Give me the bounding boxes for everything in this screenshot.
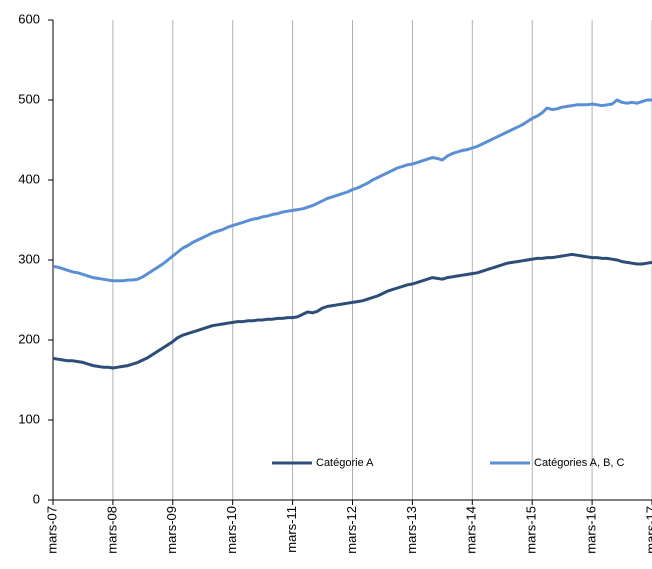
y-tick-label: 300 [18, 251, 40, 266]
x-tick-label: mars-08 [104, 506, 119, 554]
legend-label: Catégories A, B, C [534, 457, 625, 469]
y-tick-label: 500 [18, 91, 40, 106]
x-tick-label: mars-07 [44, 506, 59, 554]
x-tick-label: mars-13 [404, 506, 419, 554]
series-line [52, 252, 652, 370]
x-tick-label: mars-17 [643, 506, 652, 554]
x-tick-label: mars-11 [284, 506, 299, 553]
y-tick-label: 600 [18, 11, 40, 26]
y-tick-label: 0 [33, 491, 40, 506]
y-tick-label: 200 [18, 331, 40, 346]
x-tick-label: mars-12 [344, 506, 359, 554]
x-tick-label: mars-09 [164, 506, 179, 554]
series-line [52, 98, 652, 283]
x-tick-label: mars-10 [224, 506, 239, 554]
y-tick-label: 400 [18, 171, 40, 186]
x-tick-label: mars-16 [584, 506, 599, 554]
y-tick-label: 100 [18, 411, 40, 426]
x-tick-label: mars-14 [464, 506, 479, 554]
legend-label: Catégorie A [316, 457, 374, 469]
x-tick-label: mars-15 [524, 506, 539, 554]
